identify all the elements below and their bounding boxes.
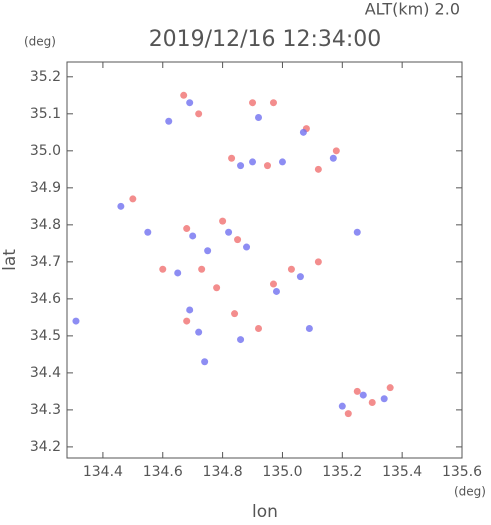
- point: [186, 306, 194, 314]
- point: [180, 91, 188, 99]
- point: [380, 395, 388, 403]
- x-axis-title: lon: [252, 502, 278, 521]
- point: [305, 324, 313, 332]
- point: [72, 317, 80, 325]
- point: [225, 228, 233, 236]
- point: [332, 147, 340, 155]
- x-tick-label: 135.2: [322, 464, 362, 480]
- point: [255, 324, 263, 332]
- point: [231, 310, 239, 318]
- point: [269, 280, 277, 288]
- point: [201, 358, 209, 366]
- point: [165, 117, 173, 125]
- point: [234, 236, 242, 244]
- point: [249, 158, 257, 166]
- point: [228, 154, 236, 162]
- point: [213, 284, 221, 292]
- point: [186, 99, 194, 107]
- point: [329, 154, 337, 162]
- point: [314, 165, 322, 173]
- point: [269, 99, 277, 107]
- point: [359, 391, 367, 399]
- point: [368, 398, 376, 406]
- chart-title: 2019/12/16 12:34:00: [149, 27, 382, 52]
- y-tick-label: 34.3: [30, 402, 61, 418]
- point: [353, 387, 361, 395]
- point: [117, 202, 125, 210]
- point: [296, 273, 304, 281]
- point: [159, 265, 167, 273]
- y-tick-label: 34.5: [30, 328, 61, 344]
- point: [183, 317, 191, 325]
- point: [353, 228, 361, 236]
- point: [204, 247, 212, 255]
- x-tick-label: 135.0: [262, 464, 302, 480]
- point: [278, 158, 286, 166]
- point: [195, 110, 203, 118]
- point: [338, 402, 346, 410]
- y-tick-label: 34.6: [30, 291, 61, 307]
- x-unit: (deg): [454, 485, 486, 499]
- x-tick-label: 134.4: [83, 464, 123, 480]
- point: [174, 269, 182, 277]
- point: [299, 128, 307, 136]
- x-tick-label: 135.4: [382, 464, 422, 480]
- point: [189, 232, 197, 240]
- point: [272, 287, 280, 295]
- point: [249, 99, 257, 107]
- point: [144, 228, 152, 236]
- altitude: ALT(km) 2.0: [365, 0, 460, 19]
- point: [243, 243, 251, 251]
- x-tick-label: 134.6: [143, 464, 183, 480]
- point: [255, 114, 263, 122]
- point: [195, 328, 203, 336]
- y-tick-label: 34.4: [30, 365, 61, 381]
- point: [237, 162, 245, 170]
- point: [314, 258, 322, 266]
- y-tick-label: 35.2: [30, 69, 61, 85]
- point: [263, 162, 271, 170]
- y-tick-label: 34.8: [30, 217, 61, 233]
- y-tick-label: 35.0: [30, 143, 61, 159]
- point: [198, 265, 206, 273]
- x-tick-label: 135.6: [442, 464, 482, 480]
- point: [183, 225, 191, 233]
- point: [344, 410, 352, 418]
- y-tick-label: 34.9: [30, 180, 61, 196]
- point: [237, 336, 245, 344]
- plot-frame: [66, 61, 463, 459]
- point: [129, 195, 137, 203]
- y-unit: (deg): [24, 35, 56, 49]
- x-tick-label: 134.8: [203, 464, 243, 480]
- point: [386, 384, 394, 392]
- y-tick-label: 34.7: [30, 254, 61, 270]
- y-tick-label: 34.2: [30, 439, 61, 455]
- y-tick-label: 35.1: [30, 106, 61, 122]
- point: [219, 217, 227, 225]
- point: [287, 265, 295, 273]
- y-axis-title: lat: [0, 249, 20, 271]
